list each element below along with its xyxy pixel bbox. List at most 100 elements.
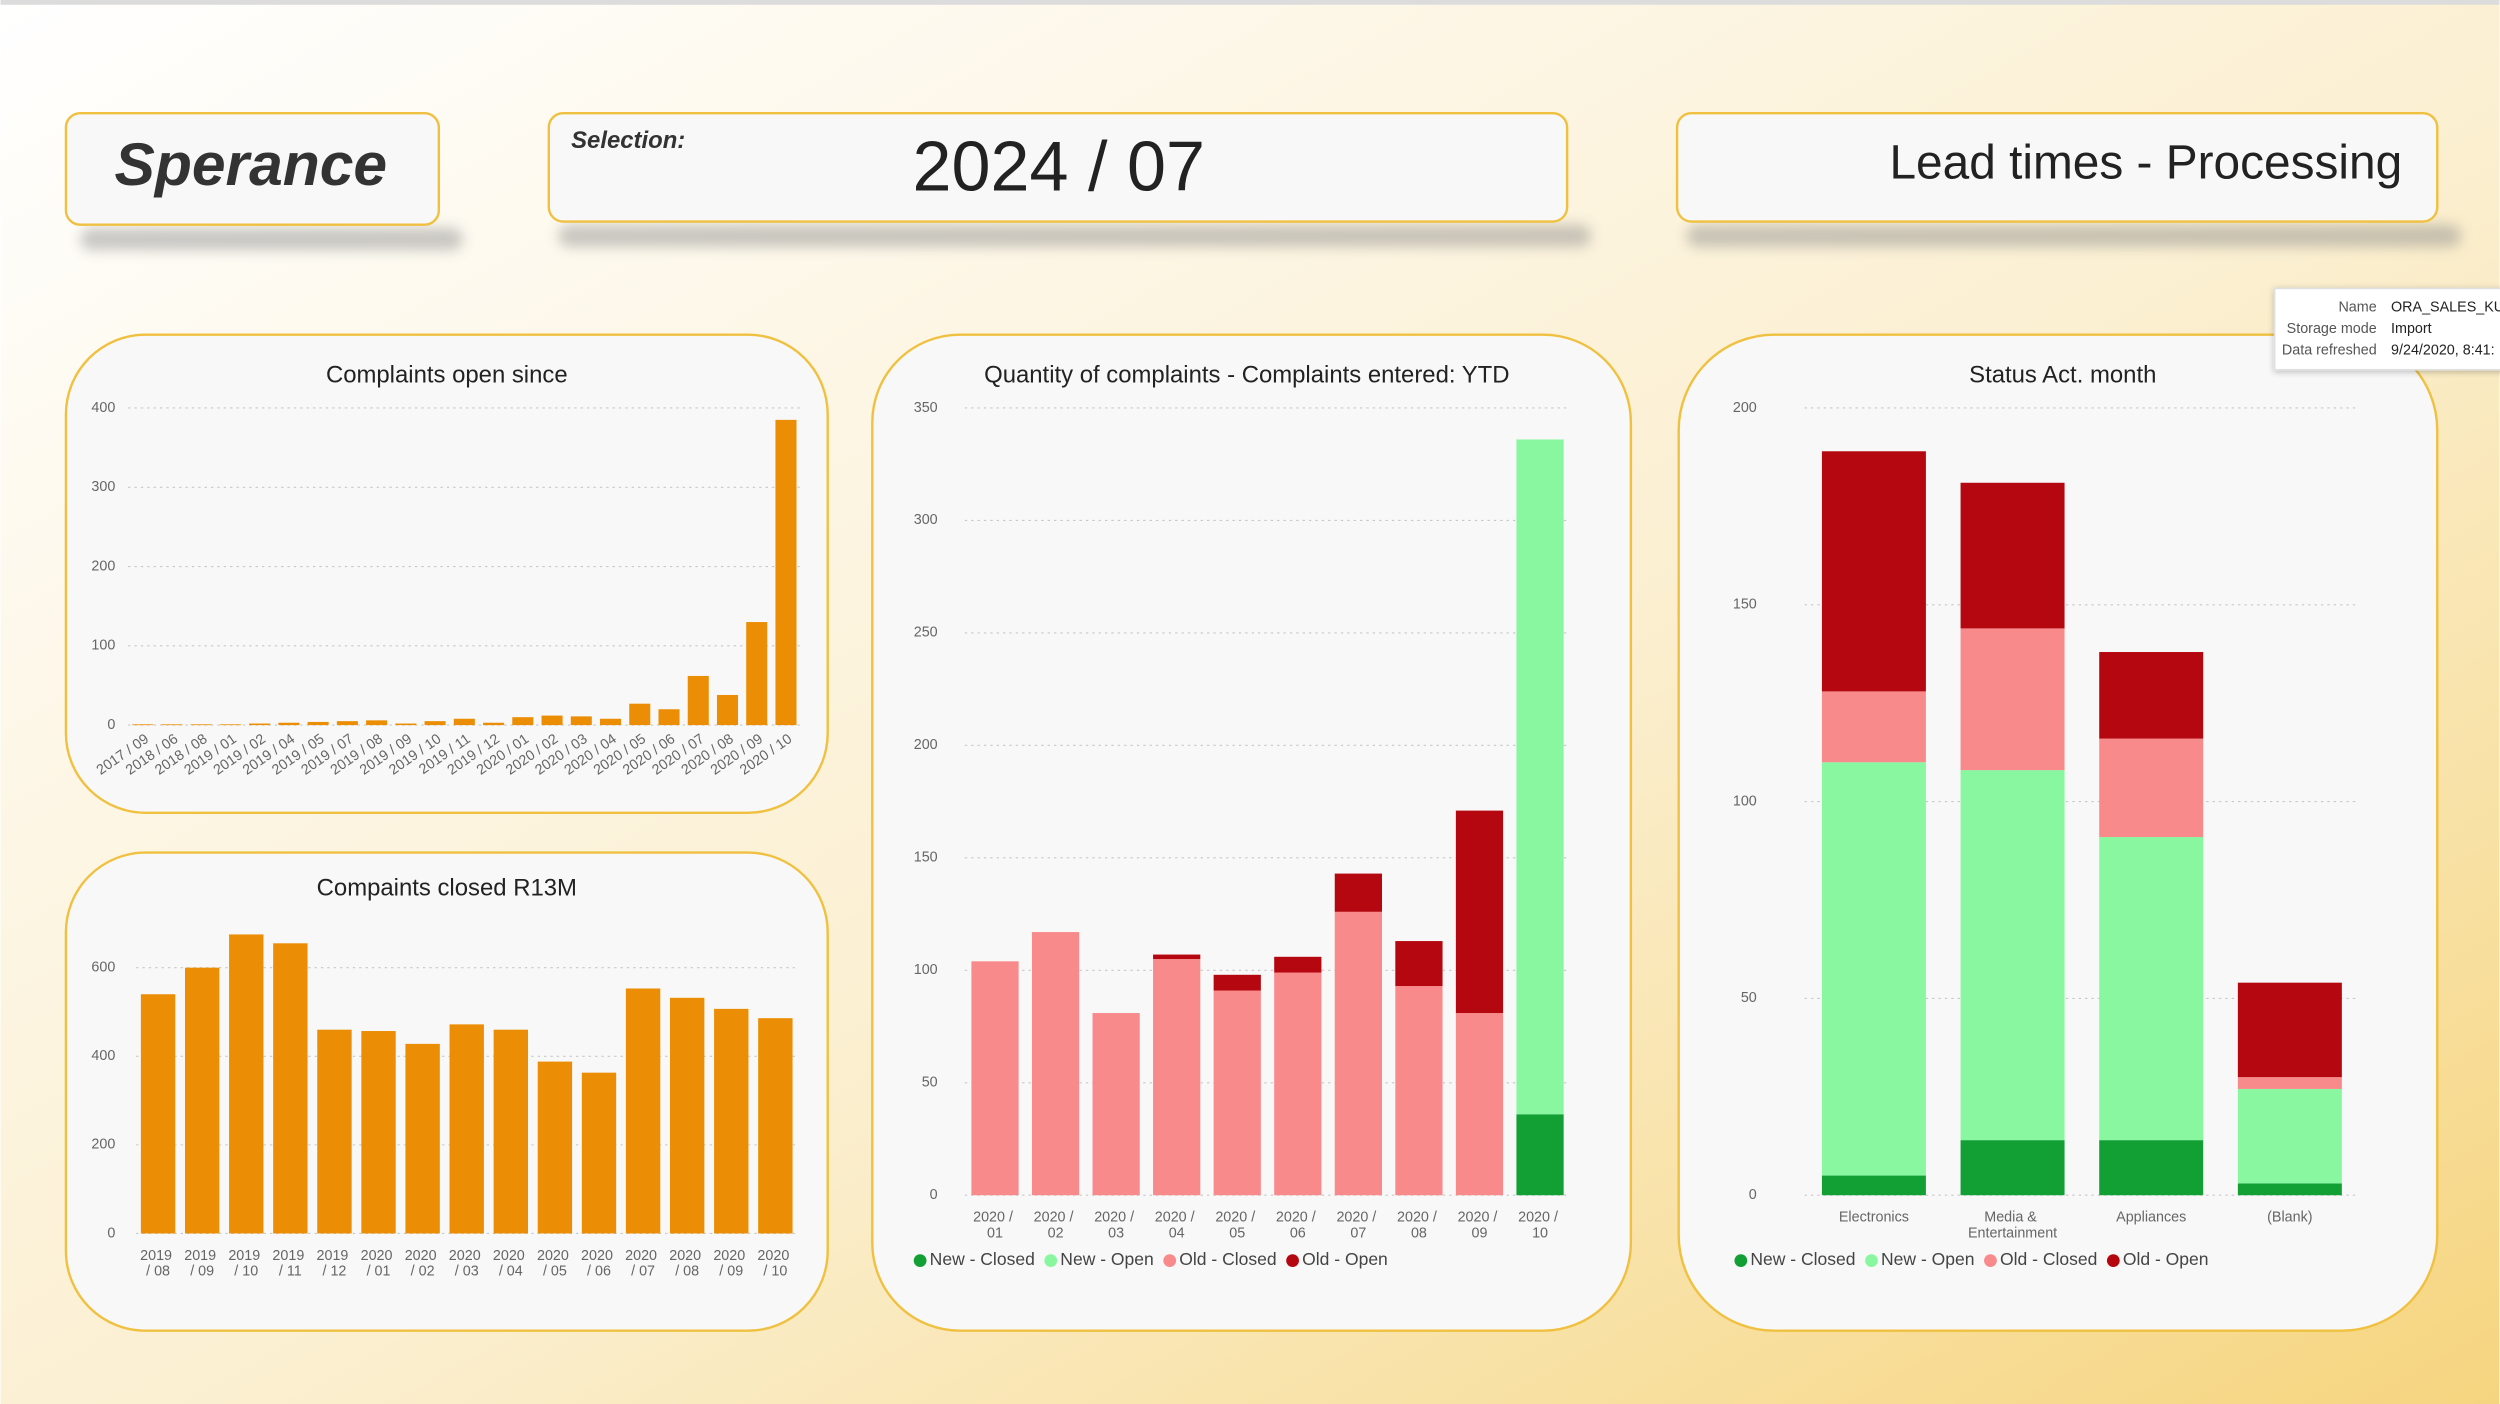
bar — [278, 722, 300, 726]
y-tick-label: 0 — [1749, 1187, 1757, 1203]
tooltip-key: Name — [2338, 299, 2376, 315]
bar-segment — [1213, 990, 1261, 1196]
y-tick-label: 350 — [914, 400, 938, 416]
x-tick-label: Electronics — [1839, 1209, 1909, 1225]
bar — [161, 724, 183, 726]
x-tick-label: 2020 / 05 — [1215, 1209, 1259, 1241]
tooltip-box — [2273, 287, 2500, 371]
legend-label: Old - Closed — [2000, 1249, 2097, 1269]
bar-segment — [2237, 1077, 2342, 1089]
bar — [541, 715, 563, 726]
y-tick-label: 200 — [914, 737, 938, 753]
bar — [190, 724, 212, 726]
legend-swatch — [913, 1254, 927, 1267]
y-tick-label: 150 — [1733, 597, 1757, 613]
chart: Quantity of complaints - Complaints ente… — [914, 361, 1571, 1269]
bar — [219, 724, 241, 726]
bar — [714, 1008, 749, 1234]
y-tick-label: 600 — [91, 959, 115, 975]
bar — [424, 721, 446, 726]
chart: Compaints closed R13M 0 200 400 600 2019 / 08… — [91, 875, 798, 1280]
bar — [317, 1029, 352, 1234]
x-tick-label: 2019 / 12 — [317, 1248, 353, 1280]
bar — [537, 1061, 573, 1234]
bar-segment — [1960, 1140, 2065, 1196]
bar — [493, 1029, 529, 1234]
bar — [570, 716, 592, 726]
bar-segment — [2237, 1088, 2342, 1184]
logo-box — [64, 111, 441, 226]
bar-segment — [1821, 762, 1926, 1176]
bar-segment — [1516, 439, 1564, 1115]
logo: Sperance — [114, 130, 387, 198]
x-tick-label: 2020 / 02 — [1034, 1209, 1078, 1241]
x-tick-label: 2020 / 07 — [1336, 1209, 1380, 1241]
x-tick-label: Appliances — [2116, 1209, 2186, 1225]
legend-label: New - Open — [1060, 1249, 1153, 1269]
bar-segment — [1153, 954, 1201, 960]
chart-title: Complaints open since — [326, 361, 568, 388]
bar — [483, 722, 505, 726]
legend-swatch — [1044, 1254, 1058, 1267]
y-tick-label: 150 — [914, 850, 938, 866]
y-tick-label: 300 — [91, 479, 115, 495]
bar — [273, 943, 308, 1234]
y-tick-label: 0 — [107, 717, 115, 733]
shadow — [1686, 224, 2462, 248]
legend-label: Old - Open — [2123, 1249, 2209, 1269]
bar-segment — [971, 961, 1019, 1196]
legend-label: Old - Open — [1302, 1249, 1388, 1269]
x-tick-label: 2020 / 06 — [1276, 1209, 1320, 1241]
bar-segment — [1455, 810, 1504, 1014]
bar — [229, 934, 264, 1234]
chart-title: Quantity of complaints - Complaints ente… — [984, 361, 1509, 388]
y-tick-label: 200 — [91, 1137, 115, 1153]
x-tick-label: 2020 / 08 — [1397, 1209, 1441, 1241]
bar — [361, 1031, 396, 1234]
bar — [405, 1043, 440, 1234]
chart-title: Compaints closed R13M — [317, 875, 577, 902]
x-tick-label: 2020 / 06 — [581, 1248, 617, 1280]
x-tick-label: 2020 / 09 — [713, 1248, 749, 1280]
tooltip-value: 9/24/2020, 8:41: — [2391, 342, 2495, 358]
bar-segment — [2237, 1183, 2342, 1196]
y-tick-label: 50 — [1741, 990, 1757, 1006]
x-tick-label: 2019 / 10 — [228, 1248, 264, 1280]
bar — [336, 721, 358, 726]
top-border — [0, 0, 2500, 5]
bar-segment — [1821, 691, 1926, 763]
bar-segment — [2099, 652, 2204, 739]
y-tick-label: 400 — [91, 400, 115, 416]
x-tick-label: Media & Entertainment — [1968, 1209, 2057, 1241]
x-tick-label: 2020 / 05 — [537, 1248, 573, 1280]
x-tick-label: 2020 / 02 — [405, 1248, 441, 1280]
selection-value: 2024 / 07 — [913, 128, 1205, 206]
x-tick-label: (Blank) — [2267, 1209, 2312, 1225]
bar-segment — [1334, 911, 1382, 1196]
x-tick-label: 2020 / 04 — [493, 1248, 529, 1280]
tooltip: Name ORA_SALES_KU_ Storage mode Import Data … — [2273, 287, 2500, 371]
bar — [512, 717, 534, 726]
x-tick-label: 2020 / 07 — [625, 1248, 661, 1280]
y-tick-label: 400 — [91, 1048, 115, 1064]
selection-label: Selection: — [571, 127, 685, 154]
bar — [746, 622, 768, 726]
shadow — [80, 227, 463, 251]
bar — [307, 721, 329, 726]
legend-swatch — [1734, 1254, 1748, 1267]
x-tick-label: 2019 / 08 — [140, 1248, 176, 1280]
legend-label: New - Open — [1881, 1249, 1974, 1269]
bar-segment — [1395, 986, 1443, 1196]
x-tick-label: 2020 / 01 — [973, 1209, 1017, 1241]
bar — [600, 718, 622, 726]
bar-segment — [1395, 941, 1443, 987]
bar-segment — [1960, 482, 2065, 629]
bar-segment — [1821, 1175, 1926, 1196]
bar-segment — [1092, 1013, 1140, 1196]
bar — [658, 709, 680, 726]
tooltip-value: ORA_SALES_KU_ — [2391, 299, 2500, 315]
bar-segment — [1274, 972, 1322, 1196]
bar-segment — [1031, 932, 1080, 1196]
tooltip-value: Import — [2391, 321, 2432, 337]
y-tick-label: 200 — [1733, 400, 1757, 416]
